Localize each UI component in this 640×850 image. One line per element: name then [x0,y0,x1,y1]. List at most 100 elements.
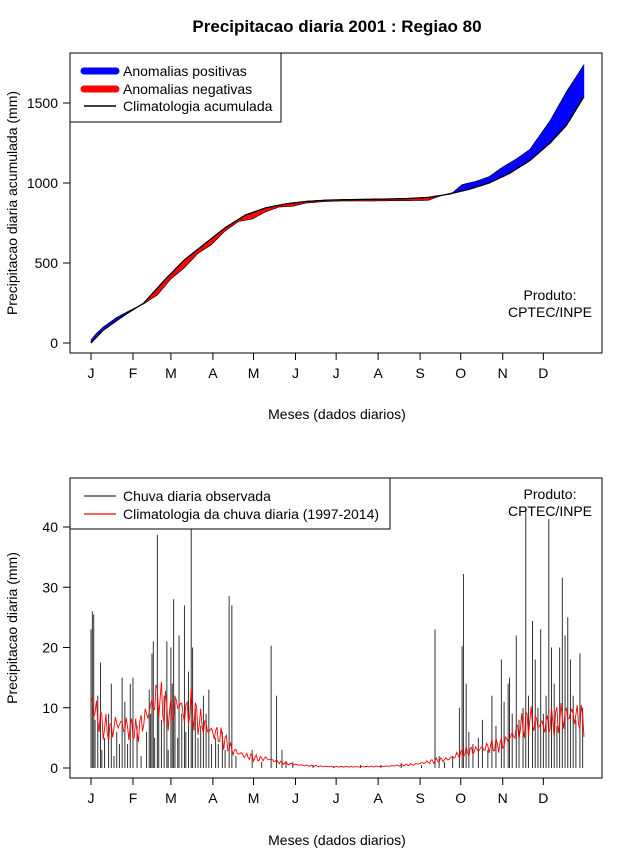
legend-label-climatology-daily: Climatologia da chuva diaria (1997-2014) [123,506,379,522]
positive-anomaly-segment [514,158,517,171]
positive-anomaly-segment [544,125,547,149]
x-tick-label-1: F [129,365,138,381]
top-product-label-line1: Produto: [524,287,577,303]
x-tick-label-2: M [165,365,177,381]
x-tick-label-3: A [208,790,218,806]
positive-anomaly-segment [506,163,509,176]
bottom-legend: Chuva diaria observada Climatologia da c… [69,477,391,530]
y-tick-label-1000: 1000 [27,175,58,191]
bottom-y-axis-label: Precipitacao diaria (mm) [4,552,20,704]
x-tick-label-8: S [415,790,424,806]
x-tick-label-6: J [333,790,340,806]
top-legend: Anomalias positivas Anomalias negativas … [69,52,282,123]
positive-anomaly-segment [564,91,567,128]
x-tick-label-3: A [208,365,218,381]
positive-anomaly-segment [582,63,585,100]
y-tick-label-10: 10 [42,700,58,716]
bottom-y-axis: 0 10 20 30 40 [42,519,71,776]
x-tick-label-0: J [88,790,95,806]
chart-title: Precipitacao diaria 2001 : Regiao 80 [192,17,481,36]
x-tick-label-5: J [292,365,299,381]
positive-anomaly-segment [559,100,562,134]
positive-anomaly-segment [505,164,507,176]
climatology-daily-line [90,681,585,768]
top-x-axis-label: Meses (dados diarios) [268,406,406,422]
positive-anomaly-segment [536,137,539,156]
x-tick-label-11: D [538,790,548,806]
legend-label-positive: Anomalias positivas [123,63,247,79]
x-tick-label-8: S [415,365,424,381]
positive-anomaly-segment [535,139,537,157]
positive-anomaly-segment [556,105,559,137]
positive-anomaly-segment [467,182,470,190]
x-tick-label-7: A [373,790,383,806]
positive-anomaly-segment [579,68,582,104]
x-tick-label-4: M [248,365,260,381]
legend-label-negative: Anomalias negativas [123,81,252,97]
positive-anomaly-segment [552,112,555,141]
bottom-panel: 0 10 20 30 40 J F M A M J J A S O N D Precipitacao diar… [4,477,603,848]
positive-anomaly-segment [568,84,571,122]
y-tick-label-0: 0 [50,760,58,776]
positive-anomaly-segment [497,169,499,180]
y-tick-label-0: 0 [50,335,58,351]
x-tick-label-10: N [498,790,508,806]
bottom-product-label-line2: CPTEC/INPE [508,503,592,519]
y-tick-label-40: 40 [42,519,58,535]
positive-anomaly-segment [539,133,541,153]
legend-label-observed: Chuva diaria observada [123,488,271,504]
x-tick-label-6: J [333,365,340,381]
positive-anomaly-segment [517,156,520,169]
top-panel: 0 500 1000 1500 J F M A M J J A S O N D Precipitacao d… [4,52,603,422]
positive-anomaly-segment [567,86,570,124]
y-tick-label-1500: 1500 [27,95,58,111]
positive-anomaly-segment [577,72,579,109]
y-tick-label-20: 20 [42,640,58,656]
observed-daily-bars [90,508,584,768]
x-tick-label-9: O [455,790,466,806]
y-tick-label-500: 500 [35,255,59,271]
positive-anomaly-segment [547,121,549,146]
negative-anomalies [138,194,444,307]
x-tick-label-11: D [538,365,548,381]
positive-anomaly-segment [487,176,490,184]
x-tick-label-7: A [373,365,383,381]
positive-anomaly-segment [554,110,556,140]
bottom-product-label-line1: Produto: [524,486,577,502]
positive-anomaly-segment [549,117,552,144]
legend-label-climatology: Climatologia acumulada [123,98,273,114]
y-tick-label-30: 30 [42,579,58,595]
positive-anomaly-segment [524,151,526,165]
positive-anomaly-segment [464,183,467,191]
bottom-x-axis-label: Meses (dados diarios) [268,832,406,848]
positive-anomaly-segment [494,171,497,181]
positive-anomaly-segment [502,165,505,177]
top-y-axis: 0 500 1000 1500 [27,95,71,351]
positive-anomaly-segment [574,76,577,113]
x-tick-label-0: J [88,365,95,381]
observed-cumulative-line [90,64,585,340]
positive-anomaly-segment [521,153,524,167]
x-tick-label-10: N [498,365,508,381]
positive-anomaly-segment [571,80,574,118]
positive-anomaly-segment [509,161,512,174]
top-product-label-line2: CPTEC/INPE [508,304,592,320]
x-tick-label-4: M [248,790,260,806]
climatology-cumulative-line [90,96,585,344]
positive-anomaly-segment [461,184,464,192]
x-tick-label-1: F [129,790,138,806]
positive-anomaly-segment [526,150,529,163]
top-y-axis-label: Precipitacao diaria acumulada (mm) [4,91,20,315]
x-tick-label-5: J [292,790,299,806]
x-tick-label-9: O [455,365,466,381]
positive-anomaly-segment [512,160,514,173]
bottom-legend-box [69,477,391,530]
positive-anomaly-segment [520,154,522,167]
x-tick-label-2: M [165,790,177,806]
positive-anomaly-segment [499,167,502,179]
positive-anomaly-segment [541,129,544,151]
top-plot-area [90,63,585,344]
